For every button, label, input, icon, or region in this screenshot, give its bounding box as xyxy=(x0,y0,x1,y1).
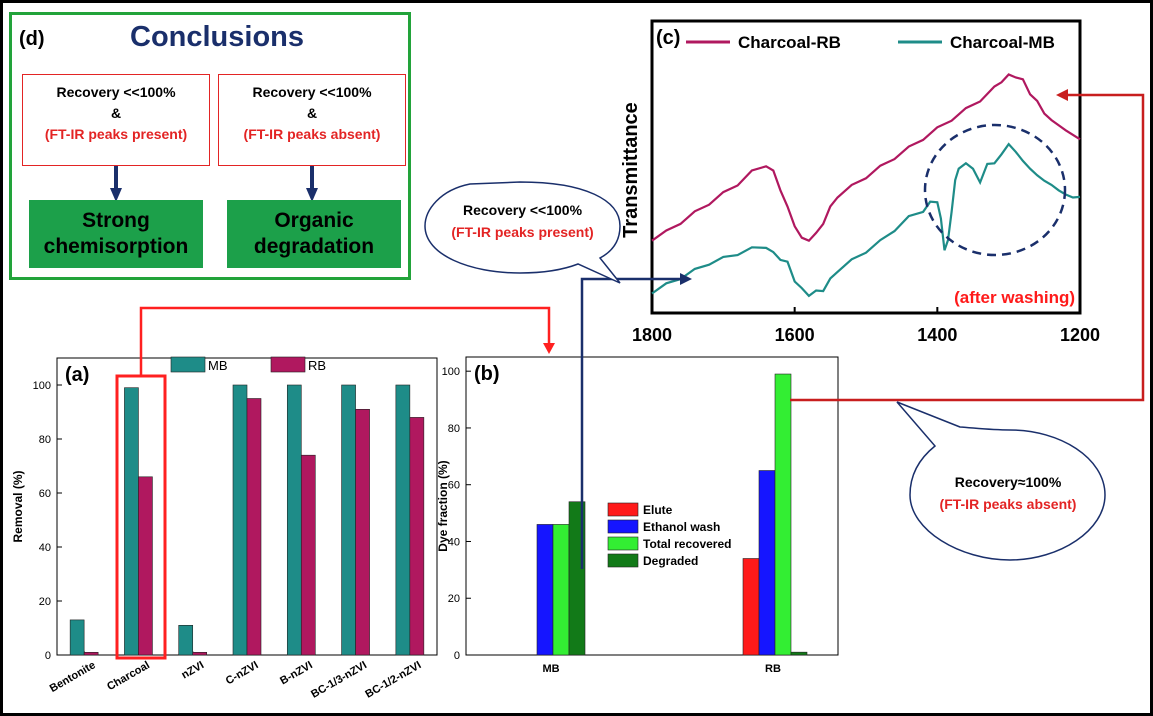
y-axis-label: Dye fraction (%) xyxy=(436,460,450,551)
condition-recovery: Recovery <<100% xyxy=(252,84,372,100)
legend-swatch xyxy=(607,536,639,551)
y-tick-label: 20 xyxy=(39,596,51,608)
y-tick-label: 0 xyxy=(45,650,51,662)
condition-ftir: (FT-IR peaks present) xyxy=(44,126,188,142)
y-tick-label: 100 xyxy=(442,366,460,378)
bar-total-recovered xyxy=(552,524,570,656)
y-axis-label: Removal (%) xyxy=(11,470,25,542)
legend-label: Ethanol wash xyxy=(643,520,720,534)
legend-swatch xyxy=(607,519,639,534)
arrowhead-icon xyxy=(680,273,692,285)
condition-box-chemisorption: Recovery <<100% & (FT-IR peaks present) xyxy=(22,74,210,166)
legend-label: Charcoal-RB xyxy=(738,33,841,52)
legend-label: MB xyxy=(208,358,228,373)
legend-swatch xyxy=(270,356,306,373)
x-tick-label: MB xyxy=(542,663,559,675)
legend-swatch xyxy=(170,356,206,373)
bubble-absent-line2: (FT-IR peaks absent) xyxy=(939,496,1077,512)
bar-mb xyxy=(232,384,248,656)
result-degradation: Organic degradation xyxy=(227,200,401,268)
bar-mb xyxy=(286,384,302,656)
bar-total-recovered xyxy=(774,373,792,656)
bar-rb xyxy=(138,476,153,656)
panel-b-chart: (b) 0 20 40 60 80 100 Dye fraction (%) MB RB Elute… xyxy=(436,356,839,675)
bar-ethanol-wash xyxy=(758,470,776,656)
x-tick-label: RB xyxy=(765,663,781,675)
bar-rb xyxy=(300,454,316,656)
condition-box-degradation: Recovery <<100% & (FT-IR peaks absent) xyxy=(218,74,406,166)
legend-label: RB xyxy=(308,358,326,373)
y-tick-label: 80 xyxy=(39,434,51,446)
legend-label: Charcoal-MB xyxy=(950,33,1055,52)
bubble-present-text: Recovery <<100% (FT-IR peaks present) xyxy=(430,199,615,243)
plot-frame xyxy=(650,19,1082,315)
condition-ampersand: & xyxy=(110,105,122,121)
bubble-present-line2: (FT-IR peaks present) xyxy=(451,224,594,240)
y-tick-label: 20 xyxy=(448,593,460,605)
bar-mb xyxy=(69,619,85,656)
legend-label: Elute xyxy=(643,503,673,517)
y-axis-label: Transmittance xyxy=(620,102,642,238)
bar-rb xyxy=(83,651,99,656)
result-chemisorption: Strong chemisorption xyxy=(29,200,203,268)
panel-c-chart: (c) 1800 1600 1400 1200 Transmittance Charcoal… xyxy=(620,19,1100,345)
spectrum-line-charcoal-rb xyxy=(651,73,1081,243)
bar-degraded xyxy=(790,651,808,656)
bubble-absent-line1: Recovery≈100% xyxy=(954,474,1062,490)
panel-label: (c) xyxy=(656,27,680,49)
y-tick-label: 40 xyxy=(39,542,51,554)
condition-recovery: Recovery <<100% xyxy=(56,84,176,100)
down-arrow-icon xyxy=(306,166,318,202)
bubble-present-line1: Recovery <<100% xyxy=(462,202,583,218)
down-arrow-icon xyxy=(110,166,122,202)
highlight-circle xyxy=(923,123,1067,257)
legend-swatch xyxy=(607,502,639,517)
bar-elute xyxy=(742,558,760,656)
condition-ampersand: & xyxy=(306,105,318,121)
connector-a-to-b xyxy=(139,306,551,376)
x-tick-label: 1200 xyxy=(1060,325,1100,345)
bubble-absent-text: Recovery≈100% (FT-IR peaks absent) xyxy=(915,471,1101,515)
y-tick-label: 0 xyxy=(454,650,460,662)
y-tick-label: 60 xyxy=(448,480,460,492)
panel-d-label: (d) xyxy=(19,28,45,50)
y-tick-label: 60 xyxy=(39,488,51,500)
y-tick-label: 100 xyxy=(33,380,51,392)
legend-swatch xyxy=(607,553,639,568)
conclusions-panel: (d) Conclusions Recovery <<100% & (FT-IR… xyxy=(9,12,411,280)
panel-label: (a) xyxy=(65,364,89,386)
legend-label: Total recovered xyxy=(643,537,731,551)
bar-mb xyxy=(341,384,356,656)
bar-mb xyxy=(178,624,194,656)
arrowhead-icon xyxy=(543,343,555,354)
bar-rb xyxy=(355,408,370,656)
bar-rb xyxy=(246,398,262,656)
y-tick-label: 40 xyxy=(448,536,460,548)
x-tick-label: 1800 xyxy=(632,325,672,345)
bar-ethanol-wash xyxy=(536,524,554,656)
x-tick-label: 1400 xyxy=(917,325,957,345)
plot-frame xyxy=(465,356,839,656)
bar-mb xyxy=(124,387,139,656)
condition-ftir: (FT-IR peaks absent) xyxy=(243,126,381,142)
arrowhead-icon xyxy=(1056,89,1068,101)
bar-rb xyxy=(192,651,208,656)
annotation-label: (after washing) xyxy=(954,288,1075,307)
legend-label: Degraded xyxy=(643,554,698,568)
bar-mb xyxy=(395,384,411,656)
panel-label: (b) xyxy=(474,363,500,385)
bar-rb xyxy=(409,417,425,656)
conclusions-title: Conclusions xyxy=(130,21,305,53)
y-tick-label: 80 xyxy=(448,423,460,435)
connector-rb-to-c xyxy=(790,93,1145,402)
x-tick-label: 1600 xyxy=(775,325,815,345)
spectrum-line-charcoal-mb xyxy=(651,142,1081,298)
